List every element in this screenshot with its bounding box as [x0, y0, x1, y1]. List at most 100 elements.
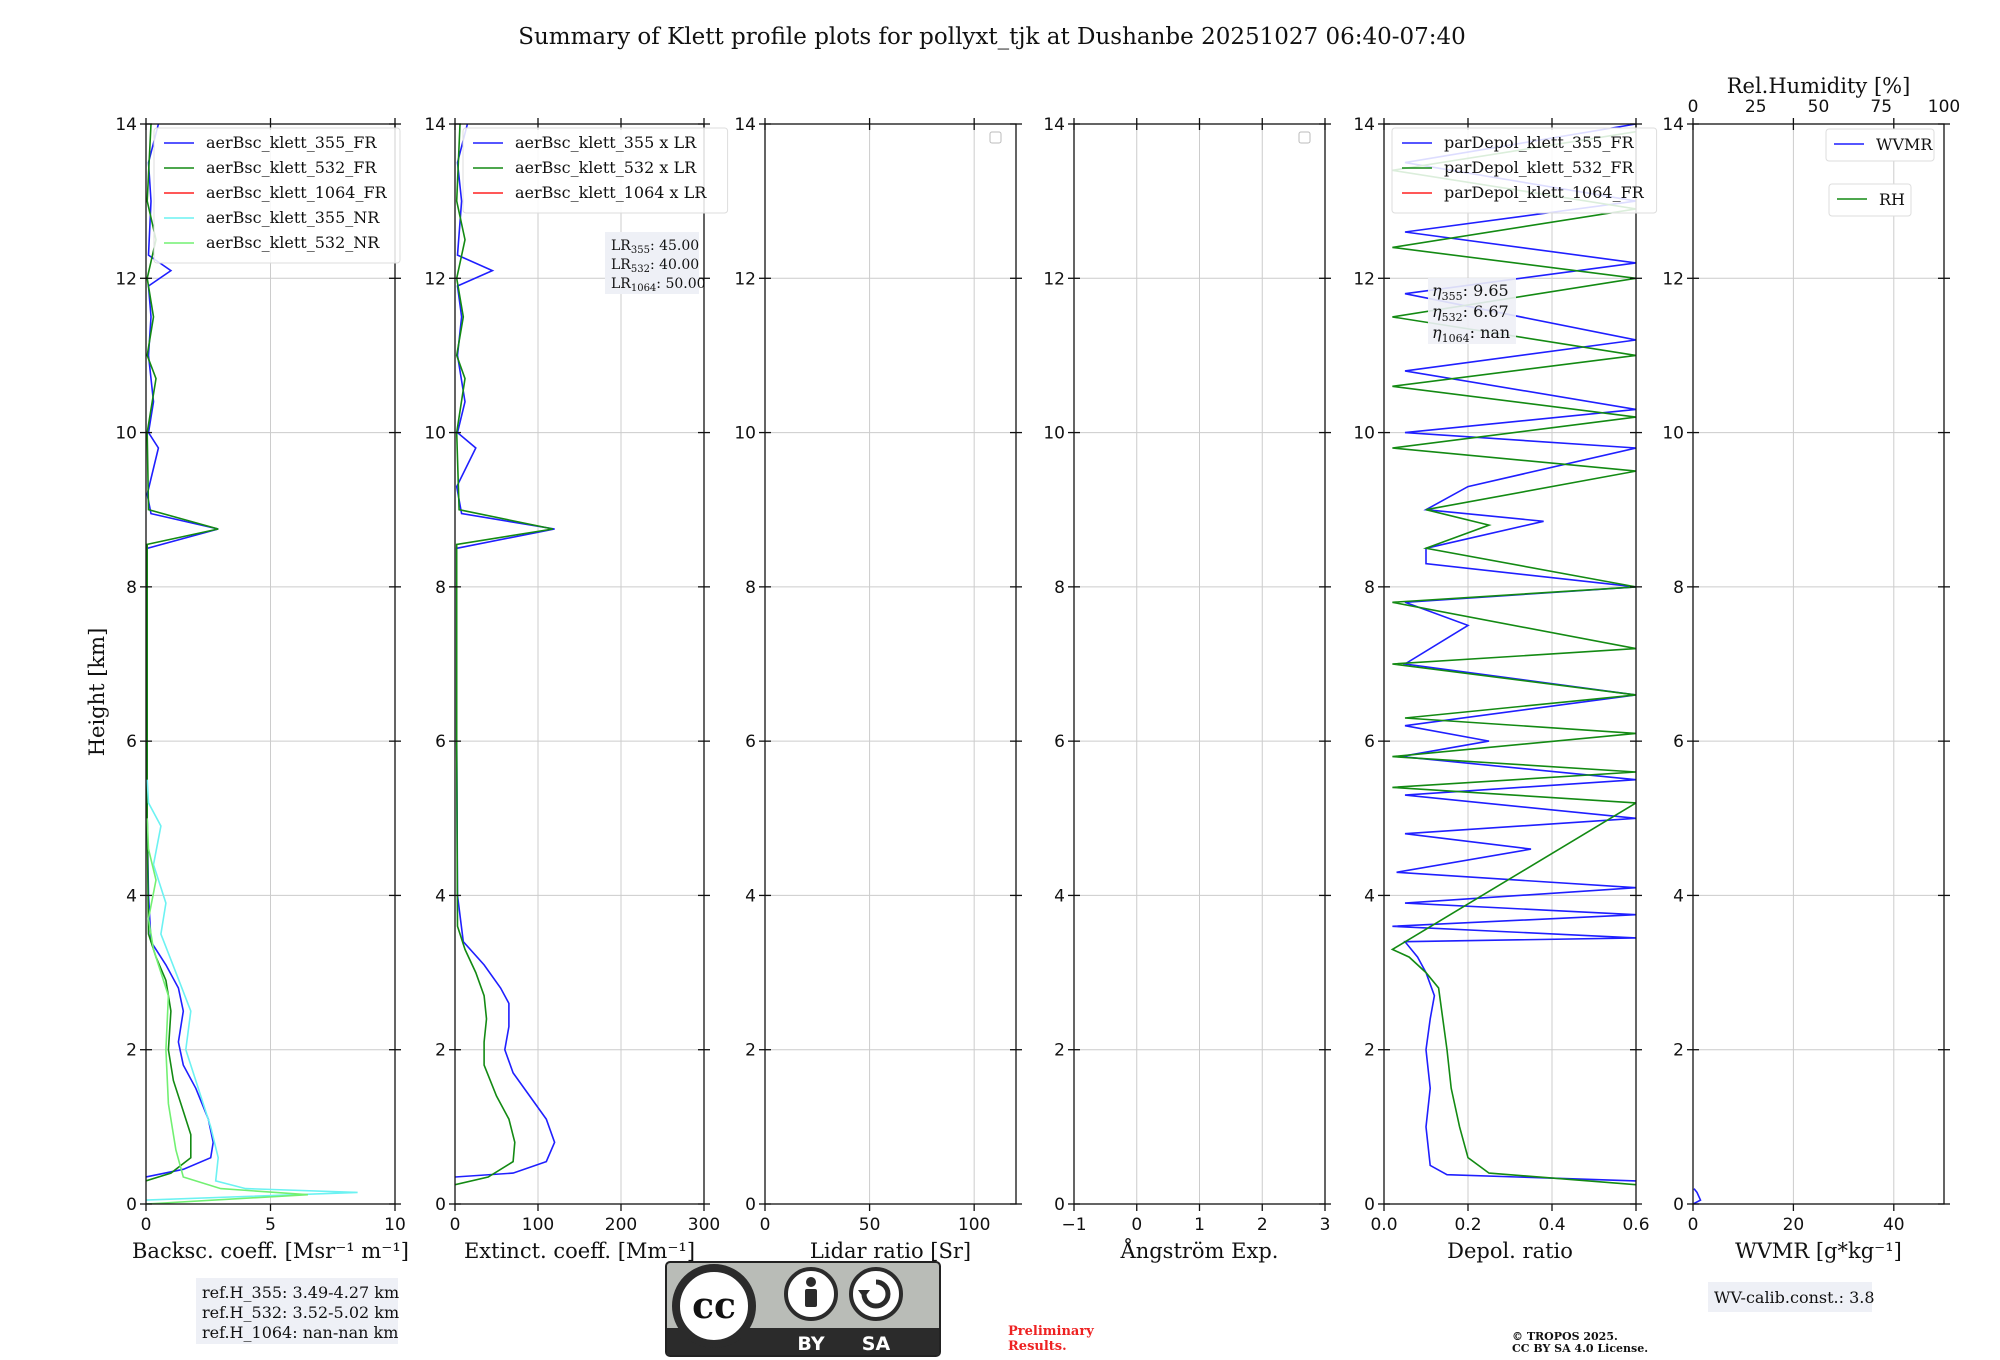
y-tick-label-4: 8	[435, 578, 446, 598]
legend: aerBsc_klett_355_FR aerBsc_klett_532_FRae…	[153, 127, 401, 264]
series-line-aerBsc_klett_532 x LR	[455, 124, 554, 1186]
y-tick-label-3: 6	[1673, 732, 1684, 752]
copyright-line: © TROPOS 2025.	[1512, 1330, 1618, 1343]
x-tick-label-0: −1	[1061, 1215, 1086, 1235]
wv-calib-box-bg	[1708, 1282, 1872, 1312]
x-axis-label: Ångström Exp.	[1120, 1238, 1279, 1263]
x-tick-label-3: 300	[688, 1215, 720, 1235]
share-alike-icon	[849, 1267, 903, 1321]
y-tick-label-1: 2	[1054, 1041, 1065, 1061]
legend-label-2: aerBsc_klett_1064 x LR	[515, 183, 707, 202]
empty-legend-box	[1298, 131, 1311, 144]
x-tick-label-3: 2	[1257, 1215, 1268, 1235]
eta-value-0: η355: 9.65	[1432, 281, 1509, 303]
y-tick-label-1: 2	[126, 1041, 137, 1061]
cc-license-logo: cc BY SA	[665, 1261, 941, 1357]
y-tick-label-5: 10	[115, 424, 137, 444]
lidar-ratio-value-1: LR532: 40.00	[611, 257, 699, 275]
legend-label-1: aerBsc_klett_532_FR	[206, 158, 377, 177]
wv-calib-text: WV-calib.const.: 3.8	[1714, 1288, 1875, 1307]
results-label: Results.	[1008, 1339, 1067, 1354]
y-tick-label-7: 14	[734, 115, 756, 135]
x-tick-label-2: 0.4	[1538, 1215, 1565, 1235]
y-tick-label-2: 4	[1054, 886, 1065, 906]
cc-logo-text: cc	[692, 1285, 736, 1327]
x-tick-label-3: 0.6	[1622, 1215, 1649, 1235]
share-alike-icon-arc	[861, 1279, 891, 1309]
legend-label-3: aerBsc_klett_355_NR	[206, 208, 380, 227]
y-tick-label-6: 12	[424, 269, 446, 289]
top-tick-label-1: 25	[1745, 97, 1767, 117]
lidar-ratio-box	[605, 232, 699, 294]
y-tick-label-3: 6	[435, 732, 446, 752]
series-line-aerBsc_klett_532_NR	[146, 818, 308, 1204]
axes-frame	[764, 123, 1017, 1205]
legend-label-1: parDepol_klett_532_FR	[1444, 158, 1635, 177]
y-tick-label-3: 6	[745, 732, 756, 752]
series-line-aerBsc_klett_355_FR	[146, 124, 219, 1178]
y-tick-label-2: 4	[126, 886, 137, 906]
legend-label-0: parDepol_klett_355_FR	[1444, 133, 1635, 152]
y-tick-label-1: 2	[745, 1041, 756, 1061]
x-tick-label-0: 0	[141, 1215, 152, 1235]
y-tick-label-7: 14	[1043, 115, 1065, 135]
y-tick-label-0: 0	[1673, 1195, 1684, 1215]
y-axis-label: Height [km]	[85, 628, 109, 757]
y-tick-label-5: 10	[1662, 424, 1684, 444]
y-tick-label-2: 4	[1673, 886, 1684, 906]
x-tick-label-1: 100	[522, 1215, 554, 1235]
panel-extinction: 0 2 4 6 8 10 12 14 0 100 200 300 Extinct. coeff. [Mm…	[424, 115, 729, 1263]
x-tick-label-1: 0	[1131, 1215, 1142, 1235]
y-tick-label-2: 4	[1364, 886, 1375, 906]
y-tick-label-4: 8	[1364, 578, 1375, 598]
ref-height-532: ref.H_532: 3.52-5.02 km	[202, 1303, 399, 1322]
y-tick-label-3: 6	[1054, 732, 1065, 752]
y-tick-label-7: 14	[424, 115, 446, 135]
legend-label-wvmr: WVMR	[1876, 135, 1933, 154]
y-tick-label-5: 10	[734, 424, 756, 444]
x-tick-label-0: 0	[1688, 1215, 1699, 1235]
x-tick-label-1: 50	[859, 1215, 881, 1235]
empty-legend-box	[989, 131, 1002, 144]
y-tick-label-6: 12	[1353, 269, 1375, 289]
series-line-WVMR	[1693, 1188, 1702, 1204]
y-tick-label-7: 14	[115, 115, 137, 135]
x-tick-label-2: 100	[958, 1215, 990, 1235]
x-tick-label-0: 0	[450, 1215, 461, 1235]
legend-frame-wvmr	[1825, 128, 1935, 162]
wv-calib-box: WV-calib.const.: 3.8	[1708, 1282, 1875, 1312]
y-tick-label-4: 8	[126, 578, 137, 598]
legend-frame-rh	[1828, 183, 1912, 217]
series-line-parDepol_klett_532_FR	[1390, 130, 1636, 1186]
y-tick-label-6: 12	[1043, 269, 1065, 289]
ref-height-box-bg	[196, 1278, 398, 1344]
y-tick-label-0: 0	[1054, 1195, 1065, 1215]
x-tick-label-2: 200	[605, 1215, 637, 1235]
y-tick-label-1: 2	[1673, 1041, 1684, 1061]
x-axis-label: Depol. ratio	[1447, 1239, 1573, 1263]
x-axis-label: WVMR [g*kg⁻¹]	[1735, 1239, 1902, 1263]
y-tick-label-5: 10	[1043, 424, 1065, 444]
axes-frame	[1692, 123, 1945, 1205]
y-tick-label-4: 8	[745, 578, 756, 598]
eta-box	[1428, 278, 1516, 344]
legend: WVMR RH	[1825, 128, 1935, 217]
legend-frame	[462, 127, 729, 214]
x-axis-label: Backsc. coeff. [Msr⁻¹ m⁻¹]	[132, 1239, 409, 1263]
x-tick-label-1: 20	[1783, 1215, 1805, 1235]
series-line-parDepol_klett_355_FR	[1392, 124, 1636, 1182]
legend: aerBsc_klett_355 x LR aerBsc_klett_532 x …	[462, 127, 729, 214]
ref-height-1064: ref.H_1064: nan-nan km	[202, 1323, 398, 1342]
top-tick-label-2: 50	[1808, 97, 1830, 117]
legend: parDepol_klett_355_FR parDepol_klett_532_…	[1391, 127, 1658, 214]
x-tick-label-2: 10	[384, 1215, 406, 1235]
y-tick-label-3: 6	[1364, 732, 1375, 752]
ref-height-box: ref.H_355: 3.49-4.27 km ref.H_532: 3.52-…	[196, 1278, 399, 1344]
axes-frame	[1383, 123, 1637, 1205]
figure-title: Summary of Klett profile plots for polly…	[518, 24, 1466, 50]
y-tick-label-5: 10	[424, 424, 446, 444]
x-axis-label: Lidar ratio [Sr]	[810, 1239, 971, 1263]
